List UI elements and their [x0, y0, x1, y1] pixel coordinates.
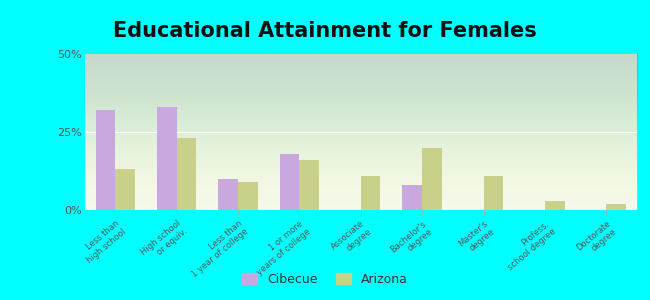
Bar [238, 182, 257, 210]
Text: Educational Attainment for Females: Educational Attainment for Females [113, 21, 537, 41]
Bar [545, 201, 565, 210]
Bar [402, 185, 422, 210]
Bar [280, 154, 300, 210]
Bar [484, 176, 503, 210]
Bar [157, 107, 177, 210]
Bar [115, 169, 135, 210]
Legend: Cibecue, Arizona: Cibecue, Arizona [237, 268, 413, 291]
Bar [177, 138, 196, 210]
Bar [361, 176, 380, 210]
Bar [422, 148, 442, 210]
Bar [606, 204, 626, 210]
Bar [96, 110, 115, 210]
Bar [218, 179, 238, 210]
Bar [300, 160, 319, 210]
